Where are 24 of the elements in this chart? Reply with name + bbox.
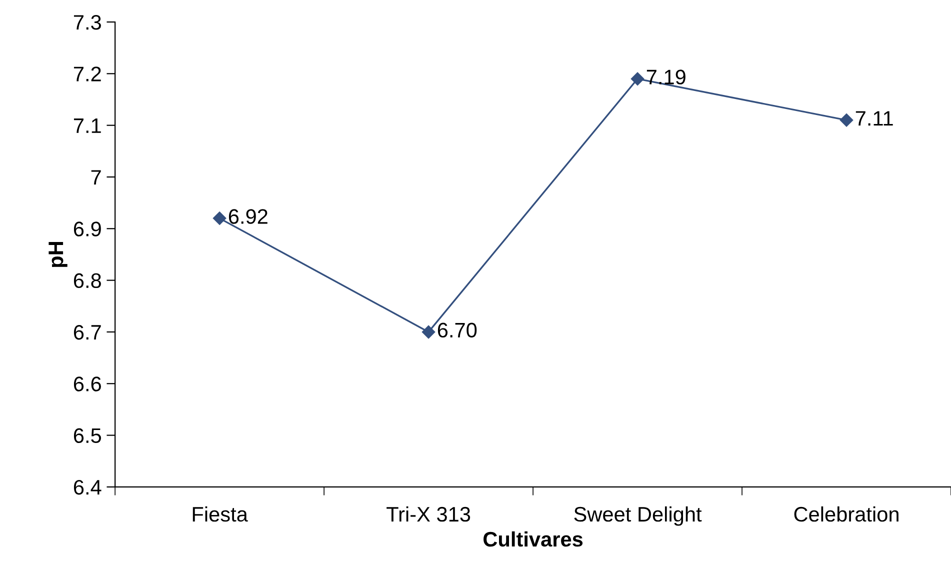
y-tick-label: 7.2 bbox=[74, 66, 101, 82]
data-label: 6.92 bbox=[228, 209, 268, 224]
point bbox=[840, 114, 854, 127]
x-axis-title: Cultivares bbox=[484, 531, 583, 547]
x-tick-label: Celebration bbox=[794, 506, 898, 522]
y-axis-title: pH bbox=[48, 242, 68, 267]
y-tick-label: 6.5 bbox=[74, 428, 102, 444]
y-tick-label: 6.8 bbox=[74, 273, 101, 288]
x-tick-label: Sweet Delight bbox=[574, 506, 702, 526]
point bbox=[630, 72, 644, 86]
x-tick-label: Tri-X 313 bbox=[386, 506, 470, 522]
y-tick-label: 7.3 bbox=[74, 15, 101, 30]
y-tick-label: 6.6 bbox=[74, 376, 101, 392]
x-tick-label: Fiesta bbox=[192, 506, 248, 522]
y-tick-label: 7.1 bbox=[74, 118, 101, 133]
y-tick-label: 6.9 bbox=[74, 222, 101, 236]
data-label: 7.11 bbox=[856, 111, 893, 126]
y-tick-label: 6.7 bbox=[74, 324, 101, 340]
point bbox=[212, 212, 226, 225]
data-label: 7.19 bbox=[646, 70, 686, 84]
y-tick-label: 6.4 bbox=[74, 480, 102, 495]
y-tick-label: 7 bbox=[91, 170, 101, 185]
point bbox=[422, 325, 436, 339]
data-label: 6.70 bbox=[438, 322, 477, 338]
